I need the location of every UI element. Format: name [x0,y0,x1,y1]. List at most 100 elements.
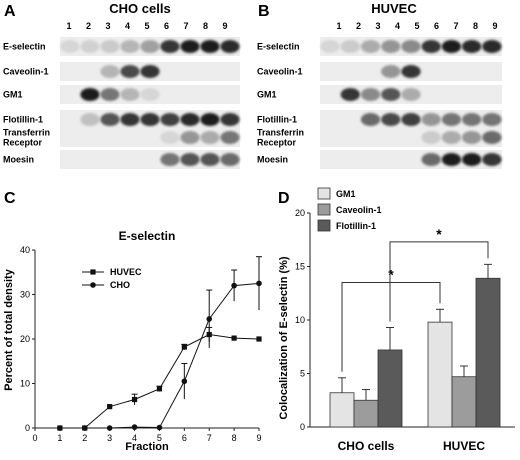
band-a-5-7 [180,153,200,166]
panel-letter-c: C [4,190,16,207]
line-chart-y-tick-10: 10 [20,379,30,389]
line-chart-y-tick-0: 0 [25,423,30,433]
significance-bracket-1 [389,241,489,322]
band-a-0-6 [160,40,180,53]
row-label-b-2: GM1 [257,90,277,100]
blot-title-huvec: HUVEC [371,1,417,16]
panel-c-line-chart: C E-selectin Percent of total density Fr… [3,190,262,453]
bar-chart-y-tick-15: 15 [295,262,305,272]
bar-category-0: CHO cells [338,439,395,453]
row-label-b-0: E-selectin [257,42,300,52]
blot-row-a-3: Flotillin-1 [3,110,240,129]
line-chart-x-tick-9: 9 [256,433,261,443]
bar-chart-y-tick-5: 5 [300,369,305,379]
line-chart-x-axis-title: Fraction [125,441,169,453]
band-a-5-6 [160,153,180,166]
band-b-4-8 [461,131,482,144]
row-label-a-1: Caveolin-1 [3,67,49,77]
band-b-0-8 [461,40,482,53]
significance-star-1: * [436,226,442,242]
row-label-b-5: Moesin [257,155,288,165]
row-label-a-4: Transferrin Receptor [3,128,50,148]
panel-d-bar-chart: D Colocalization of E-selectin (%) 0 5 10 1… [278,187,515,453]
line-point-cho-5 [156,424,163,431]
band-b-1-4 [381,65,401,78]
legend-marker-huvec [90,269,96,275]
line-point-huvec-9 [256,336,262,342]
band-a-3-7 [180,113,200,126]
lane-number-b-2: 2 [356,21,361,31]
band-b-0-6 [421,40,441,53]
line-point-huvec-8 [231,335,237,341]
band-b-3-7 [441,113,462,126]
row-label-b-4: Transferrin Receptor [257,128,304,148]
row-label-a-3: Flotillin-1 [3,115,43,125]
line-chart-x-tick-3: 3 [107,433,112,443]
blot-row-b-3: Flotillin-1 [257,110,502,129]
bar-gm1-1 [427,321,453,428]
band-a-3-6 [160,113,180,126]
lane-number-a-1: 1 [66,21,71,31]
blot-row-b-4: Transferrin Receptor [257,128,502,148]
bar-chart-y-tick-20: 20 [295,208,305,218]
band-b-2-5 [401,88,421,101]
band-b-3-3 [360,113,381,126]
blot-row-a-4: Transferrin Receptor [3,128,240,148]
line-chart-x-tick-4: 4 [132,433,137,443]
band-b-4-9 [482,131,502,144]
line-point-huvec-6 [181,344,187,350]
band-a-0-5 [140,40,160,53]
band-a-4-7 [180,131,200,144]
band-a-2-2 [80,88,100,101]
line-chart-x-tick-6: 6 [182,433,187,443]
line-point-cho-8 [231,282,237,289]
band-b-3-8 [461,113,482,126]
band-b-2-2 [340,88,361,101]
line-chart-x-tick-1: 1 [57,433,62,443]
significance-star-0: * [388,267,394,283]
band-a-0-8 [200,40,220,53]
blot-row-a-0: E-selectin [3,37,240,56]
band-b-0-7 [441,40,462,53]
band-b-5-6 [421,153,441,166]
band-a-0-7 [180,40,200,53]
line-point-huvec-4 [131,396,138,403]
lane-number-a-3: 3 [105,21,110,31]
band-a-3-8 [200,113,220,126]
line-series-huvec [59,334,260,429]
line-point-cho-3 [106,425,113,431]
band-b-0-1 [320,40,340,53]
band-b-0-5 [401,40,421,53]
line-point-cho-9 [256,280,262,287]
line-chart-x-tick-5: 5 [157,433,162,443]
band-a-1-4 [120,65,140,78]
line-chart-y-tick-20: 20 [20,334,30,344]
lane-number-b-8: 8 [473,21,478,31]
lane-number-b-4: 4 [395,21,400,31]
line-chart-title: E-selectin [119,229,176,243]
band-b-3-5 [401,113,421,126]
band-a-0-9 [220,40,240,53]
bar-flotillin-1-1 [475,277,501,428]
lane-number-a-6: 6 [164,21,169,31]
bar-category-1: HUVEC [443,439,485,453]
line-point-cho-7 [206,316,213,322]
significance-bracket-0 [341,282,441,372]
band-a-3-2 [80,113,100,126]
blot-row-b-2: GM1 [257,85,502,104]
band-a-3-5 [140,113,160,126]
line-point-cho-1 [57,425,63,431]
band-a-0-1 [60,40,80,53]
lane-number-a-7: 7 [183,21,188,31]
lane-number-a-4: 4 [125,21,130,31]
bar-flotillin-1-0 [377,349,403,428]
blot-row-a-2: GM1 [3,85,240,104]
lane-number-b-3: 3 [375,21,380,31]
bar-caveolin-1-1 [451,376,477,428]
bar-chart-y-tick-0: 0 [300,422,305,432]
band-a-1-3 [100,65,120,78]
line-chart-y-axis-title: Percent of total density [3,268,15,391]
legend-marker-cho [90,282,96,288]
